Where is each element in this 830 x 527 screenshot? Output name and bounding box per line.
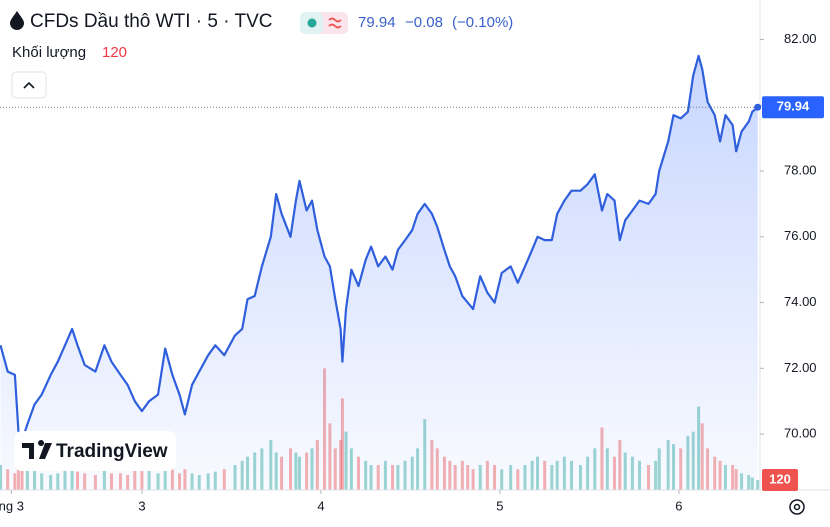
price-badge-label: 79.94 [777,99,810,114]
volume-badge-label: 120 [769,471,791,486]
watermark-text: TradingView [56,441,168,462]
market-open-dot [307,18,317,28]
last-price: 79.94 [358,14,396,31]
x-tick-label: 5 [496,498,503,513]
settings-button[interactable] [789,499,805,515]
volume-legend-value: 120 [102,44,127,61]
x-tick-label: 6 [675,498,682,513]
price-line [0,54,759,442]
x-tick-label: 4 [317,498,324,513]
volume-legend-name: Khối lượng [12,44,86,61]
watermark-box [14,431,176,471]
y-tick-label: 78.00 [784,162,817,177]
settings-icon [793,503,801,511]
header: CFDs Dầu thô WTI · 5 · TVC 79.94 −0.08 (… [10,11,513,99]
price-change: −0.08 [405,14,443,31]
y-tick-label: 72.00 [784,360,817,375]
x-tick-label: ng 3 [0,498,24,513]
x-tick-label: 3 [138,498,145,513]
area-fill [0,55,758,490]
symbol-icon [10,11,24,30]
last-price-dot [754,103,762,111]
price-change-pct: (−0.10%) [452,14,513,31]
collapse-button[interactable] [11,71,47,99]
plot-area [0,54,760,490]
collapse-icon [23,81,35,89]
chart-title[interactable]: CFDs Dầu thô WTI · 5 · TVC [30,11,272,32]
delayed-icon [328,17,342,29]
watermark: TradingView [14,431,176,471]
y-tick-label: 76.00 [784,228,817,243]
volume-badge [762,469,798,491]
y-tick-label: 70.00 [784,426,817,441]
y-tick-label: 74.00 [784,294,817,309]
y-tick-label: 82.00 [784,31,817,46]
watermark-logo [22,440,52,459]
price-badge [762,96,824,119]
settings-icon [789,499,805,515]
